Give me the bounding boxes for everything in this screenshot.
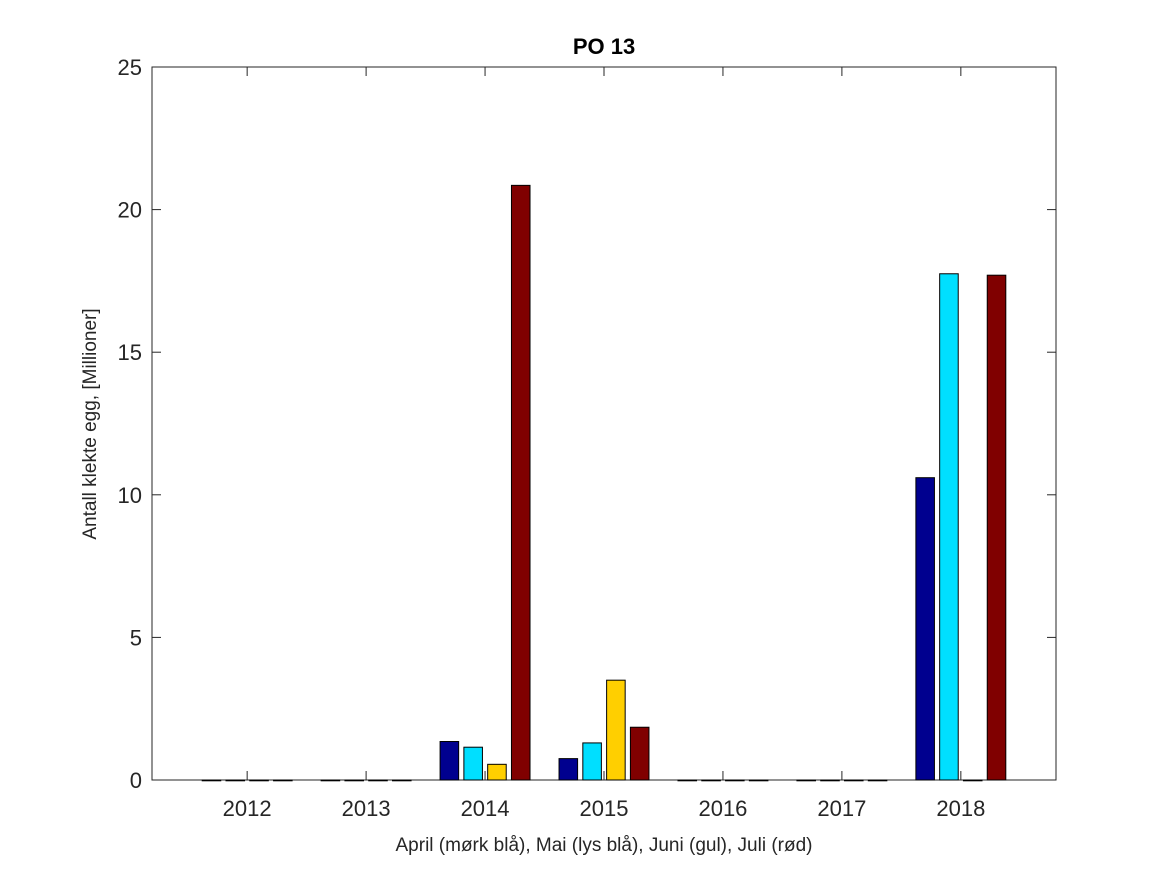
bar-2015-series-2 xyxy=(582,742,602,781)
bar-2015-series-1 xyxy=(558,758,579,781)
bar-2013-series-4 xyxy=(392,779,412,782)
bar-2018-series-2 xyxy=(939,273,959,781)
y-tick-label: 5 xyxy=(130,625,142,650)
bar-2014-series-3 xyxy=(487,763,507,781)
x-tick-label: 2016 xyxy=(698,796,747,821)
bar-2013-series-1 xyxy=(320,779,341,782)
bar-2013-series-2 xyxy=(344,779,364,782)
bar-2018-series-4 xyxy=(986,274,1007,781)
bar-2014-series-2 xyxy=(463,746,483,781)
bar-2015-series-4 xyxy=(629,726,650,781)
y-tick-label: 15 xyxy=(118,340,142,365)
bar-2014-series-4 xyxy=(510,184,531,781)
y-axis-label: Antall klekte egg, [Millioner] xyxy=(80,308,101,539)
y-tick-label: 20 xyxy=(118,198,142,223)
bar-2017-series-1 xyxy=(796,779,816,782)
x-tick-label: 2012 xyxy=(223,796,272,821)
plot-frame xyxy=(151,66,1057,781)
bar-2015-series-3 xyxy=(606,679,626,781)
y-tick-label: 25 xyxy=(118,55,142,80)
x-tick-label: 2015 xyxy=(580,796,629,821)
bar-2018-series-1 xyxy=(915,477,935,781)
bars-layer xyxy=(201,184,1007,782)
bar-2012-series-2 xyxy=(225,779,246,782)
bar-2016-series-2 xyxy=(701,779,721,782)
bar-2012-series-3 xyxy=(249,779,269,782)
bar-2016-series-3 xyxy=(725,779,745,782)
x-axis-label: April (mørk blå), Mai (lys blå), Juni (g… xyxy=(396,835,813,856)
bar-2017-series-2 xyxy=(820,779,840,782)
x-tick-label: 2014 xyxy=(461,796,510,821)
y-tick-label: 0 xyxy=(130,768,142,793)
ticks-layer: 0 5 10 15 20 25 2012 2013 2014 2015 2016 2017 2018 xyxy=(118,55,1056,821)
bar-2014-series-1 xyxy=(439,740,460,781)
bar-2016-series-1 xyxy=(677,779,698,782)
bar-2012-series-4 xyxy=(273,779,293,782)
bar-2013-series-3 xyxy=(368,779,388,782)
bar-2012-series-1 xyxy=(201,779,222,782)
chart-title: PO 13 xyxy=(573,34,635,59)
x-tick-label: 2013 xyxy=(342,796,391,821)
bar-2016-series-4 xyxy=(748,779,769,782)
x-tick-label: 2018 xyxy=(936,796,985,821)
x-tick-label: 2017 xyxy=(817,796,866,821)
bar-2018-series-3 xyxy=(962,779,983,782)
bar-2017-series-4 xyxy=(867,779,888,782)
y-tick-label: 10 xyxy=(118,483,142,508)
bar-2017-series-3 xyxy=(844,779,864,782)
